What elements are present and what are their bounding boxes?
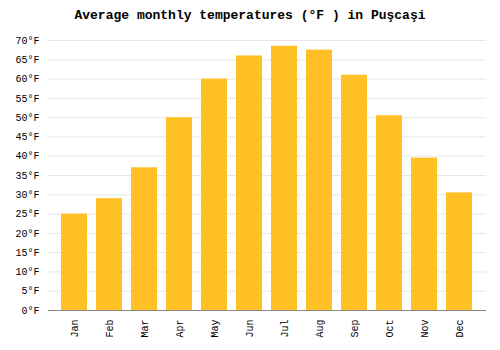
svg-text:70°F: 70°F — [15, 36, 39, 47]
svg-text:35°F: 35°F — [15, 171, 39, 182]
svg-text:Jun: Jun — [245, 320, 256, 338]
svg-text:60°F: 60°F — [15, 74, 39, 85]
svg-text:45°F: 45°F — [15, 132, 39, 143]
svg-text:15°F: 15°F — [15, 248, 39, 259]
svg-text:Aug: Aug — [315, 320, 326, 338]
svg-text:20°F: 20°F — [15, 229, 39, 240]
svg-text:Dec: Dec — [455, 320, 466, 338]
svg-text:Nov: Nov — [420, 320, 431, 338]
svg-text:Jul: Jul — [280, 320, 291, 338]
svg-text:Sep: Sep — [350, 320, 361, 338]
svg-text:Oct: Oct — [385, 320, 396, 338]
svg-text:65°F: 65°F — [15, 55, 39, 66]
svg-text:10°F: 10°F — [15, 267, 39, 278]
svg-text:Feb: Feb — [105, 320, 116, 338]
svg-text:Jan: Jan — [70, 320, 81, 338]
svg-text:Mar: Mar — [140, 320, 151, 338]
svg-text:40°F: 40°F — [15, 151, 39, 162]
svg-text:50°F: 50°F — [15, 113, 39, 124]
svg-text:55°F: 55°F — [15, 94, 39, 105]
html-text:Average monthly temperatures (: Average monthly temperatures (°F ) in Pu… — [74, 8, 426, 23]
svg-text:Apr: Apr — [175, 320, 186, 338]
svg-text:30°F: 30°F — [15, 190, 39, 201]
svg-text:5°F: 5°F — [21, 286, 39, 297]
svg-text:0°F: 0°F — [21, 306, 39, 317]
svg-text:May: May — [210, 320, 221, 338]
svg-text:25°F: 25°F — [15, 209, 39, 220]
